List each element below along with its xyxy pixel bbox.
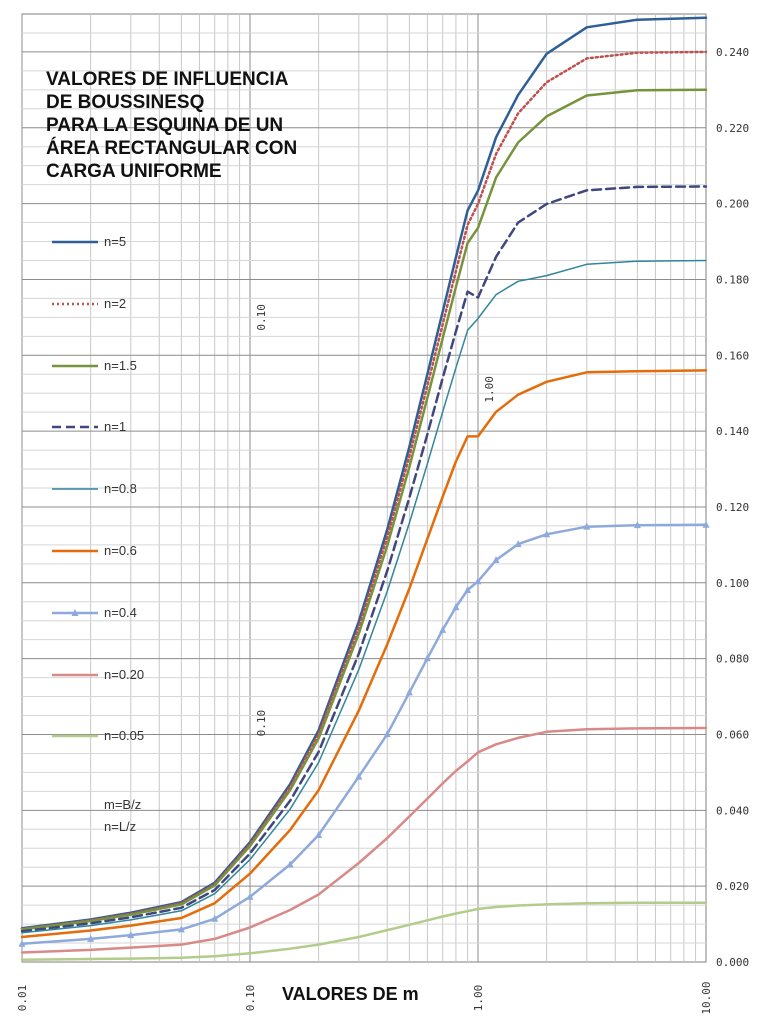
data-point-marker — [355, 772, 363, 780]
legend-label: n=0.4 — [104, 604, 137, 620]
data-point-marker — [464, 586, 472, 594]
series-line-n-1-5 — [20, 88, 708, 931]
title-line-3: PARA LA ESQUINA DE UN — [46, 115, 284, 136]
data-point-marker — [543, 530, 551, 538]
legend-marker — [71, 608, 79, 616]
series-line-n-1 — [20, 185, 708, 933]
x-axis-label: VALORES DE m — [282, 984, 419, 1004]
legend-item: n=0.6 — [50, 541, 190, 603]
y-tick-label: 0.140 — [716, 425, 749, 438]
data-point-marker — [702, 520, 710, 528]
plot-annotation: 0.10 — [255, 710, 268, 737]
legend-item: n=1.5 — [50, 356, 190, 418]
series-line-n-0-8 — [21, 259, 707, 934]
variable-notes: m=B/z n=L/z — [104, 794, 141, 838]
legend-label: n=5 — [104, 234, 127, 249]
y-tick-label: 0.180 — [716, 273, 749, 286]
title-line-4: ÁREA RECTANGULAR CON — [46, 138, 298, 159]
legend-item: n=0.4 — [50, 603, 190, 665]
legend-swatch — [52, 302, 98, 306]
legend-item: n=0.05 — [50, 726, 190, 788]
title-line-2: DE BOUSSINESQ — [46, 92, 205, 113]
legend-swatch — [52, 549, 98, 553]
x-tick-label: 0.01 — [16, 985, 29, 1012]
legend-label: n=0.20 — [104, 666, 145, 682]
data-point-marker — [492, 556, 500, 564]
legend-label: n=1 — [104, 419, 127, 435]
data-point-marker — [514, 540, 522, 548]
plot-annotation: 0.10 — [255, 304, 268, 331]
title-line-5: CARGA UNIFORME — [46, 161, 222, 182]
data-point-marker — [177, 925, 185, 933]
legend-item: n=1 — [50, 417, 190, 479]
legend-swatch — [52, 426, 98, 429]
y-tick-label: 0.100 — [716, 577, 749, 590]
note-n: n=L/z — [104, 819, 137, 834]
legend-swatch — [52, 735, 98, 738]
legend-label: n=0.6 — [104, 542, 137, 558]
legend-swatch — [52, 488, 98, 490]
series-line-n-0-20 — [20, 726, 708, 954]
data-point-marker — [405, 688, 413, 696]
y-tick-label: 0.000 — [716, 956, 749, 969]
series-line-n-0-6 — [20, 369, 708, 939]
legend-item: n=2 — [50, 294, 190, 356]
series-line-n-0-4 — [20, 523, 708, 946]
legend-swatch — [52, 608, 98, 616]
y-tick-label: 0.240 — [716, 46, 749, 59]
y-tick-label: 0.220 — [716, 122, 749, 135]
data-point-marker — [87, 934, 95, 942]
data-point-marker — [439, 625, 447, 633]
data-point-marker — [633, 521, 641, 529]
legend-label: n=0.8 — [104, 481, 137, 497]
legend-swatch — [52, 240, 98, 244]
data-point-marker — [286, 860, 294, 868]
title-line-1: VALORES DE INFLUENCIA — [46, 69, 289, 90]
y-tick-label: 0.020 — [716, 880, 749, 893]
y-tick-label: 0.120 — [716, 501, 749, 514]
data-point-marker — [474, 577, 482, 585]
chart-title: VALORES DE INFLUENCIA DE BOUSSINESQ PARA… — [46, 68, 297, 183]
data-point-marker — [246, 892, 254, 900]
x-tick-label: 10.00 — [700, 981, 713, 1014]
legend-label: n=0.05 — [104, 728, 145, 744]
data-point-marker — [583, 522, 591, 530]
legend-swatch — [52, 673, 98, 676]
data-point-marker — [127, 931, 135, 939]
plot-annotation: 1.00 — [483, 376, 496, 403]
legend-item: n=0.8 — [50, 479, 190, 541]
data-point-marker — [423, 654, 431, 662]
x-tick-label: 0.10 — [244, 985, 257, 1012]
data-point-marker — [315, 830, 323, 838]
legend-label: n=1.5 — [104, 357, 137, 373]
legend-label: n=2 — [104, 295, 127, 311]
data-point-marker — [452, 603, 460, 611]
data-point-marker — [383, 730, 391, 738]
legend-swatch — [52, 364, 98, 367]
y-tick-label: 0.160 — [716, 349, 749, 362]
data-point-marker — [18, 939, 26, 947]
note-m: m=B/z — [104, 797, 142, 812]
legend-item: n=0.20 — [50, 665, 190, 727]
x-tick-label: 1.00 — [472, 985, 485, 1012]
y-tick-label: 0.040 — [716, 804, 749, 817]
data-point-marker — [211, 914, 219, 922]
y-tick-label: 0.080 — [716, 653, 749, 666]
series-line-n-0-05 — [20, 901, 708, 961]
legend-item: n=5 — [50, 232, 190, 294]
chart-legend: n=5 n=2 n=1.5 n=1 n=0.8 n=0.6 n=0.4 n=0.20 n=0.0… — [50, 232, 190, 788]
y-tick-label: 0.200 — [716, 198, 749, 211]
y-tick-label: 0.060 — [716, 728, 749, 741]
